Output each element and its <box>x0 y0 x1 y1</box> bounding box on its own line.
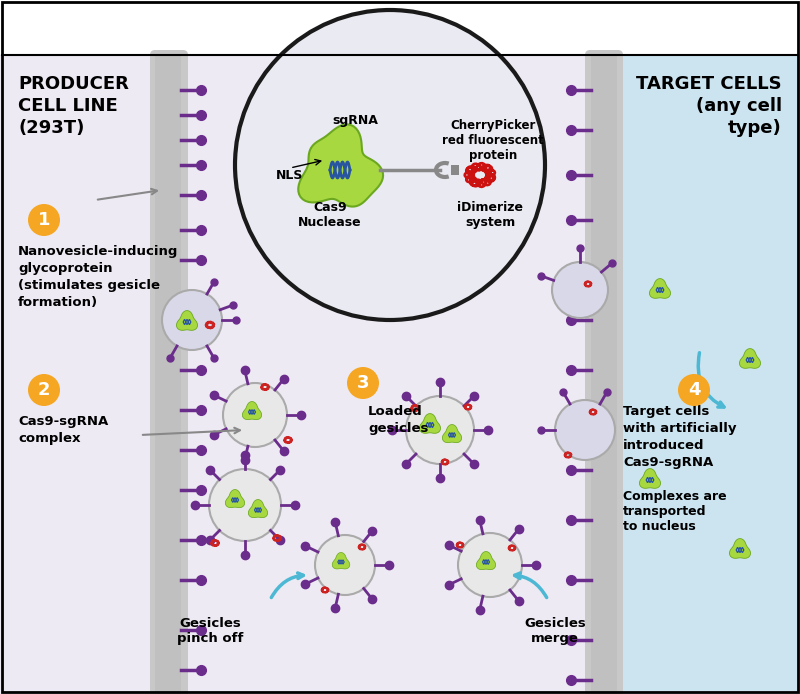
Circle shape <box>162 290 222 350</box>
Polygon shape <box>442 425 462 443</box>
Text: Nanovesicle-inducing
glycoprotein
(stimulates gesicle
formation): Nanovesicle-inducing glycoprotein (stimu… <box>18 245 178 309</box>
Text: 3: 3 <box>357 374 370 392</box>
Text: 1: 1 <box>38 211 50 229</box>
Text: Gesicles
pinch off: Gesicles pinch off <box>177 617 243 645</box>
Polygon shape <box>248 500 268 518</box>
Polygon shape <box>332 552 350 569</box>
Text: Complexes are
transported
to nucleus: Complexes are transported to nucleus <box>623 490 726 533</box>
Bar <box>591 55 617 694</box>
Polygon shape <box>476 552 496 570</box>
Text: CherryPicker
red fluorescent
protein: CherryPicker red fluorescent protein <box>442 119 544 162</box>
Polygon shape <box>0 0 800 55</box>
Text: Gesicles
merge: Gesicles merge <box>524 617 586 645</box>
Text: 2: 2 <box>38 381 50 399</box>
Polygon shape <box>226 489 245 507</box>
Text: NLS: NLS <box>276 169 304 182</box>
Circle shape <box>555 400 615 460</box>
Text: 4: 4 <box>688 381 700 399</box>
Polygon shape <box>0 55 590 694</box>
Circle shape <box>235 10 545 320</box>
Polygon shape <box>730 539 750 558</box>
Circle shape <box>28 204 60 236</box>
Text: Loaded
gesicles: Loaded gesicles <box>368 405 428 435</box>
Bar <box>451 165 459 175</box>
FancyBboxPatch shape <box>150 50 188 694</box>
Polygon shape <box>242 402 262 420</box>
Circle shape <box>678 374 710 406</box>
Text: iDimerize
system: iDimerize system <box>457 201 523 229</box>
FancyBboxPatch shape <box>585 50 623 694</box>
Polygon shape <box>590 55 800 694</box>
Circle shape <box>458 533 522 597</box>
Circle shape <box>315 535 375 595</box>
Text: Cas9
Nuclease: Cas9 Nuclease <box>298 201 362 229</box>
Polygon shape <box>419 414 441 433</box>
Text: sgRNA: sgRNA <box>332 114 378 126</box>
Text: TARGET CELLS
(any cell
type): TARGET CELLS (any cell type) <box>636 75 782 137</box>
Polygon shape <box>177 311 198 330</box>
Polygon shape <box>639 468 661 489</box>
Circle shape <box>223 383 287 447</box>
Bar <box>155 55 181 694</box>
Circle shape <box>28 374 60 406</box>
Text: Target cells
with artificially
introduced
Cas9-sgRNA: Target cells with artificially introduce… <box>623 405 737 469</box>
Text: PRODUCER
CELL LINE
(293T): PRODUCER CELL LINE (293T) <box>18 75 129 137</box>
Circle shape <box>347 367 379 399</box>
Polygon shape <box>650 278 670 298</box>
Text: Cas9-sgRNA
complex: Cas9-sgRNA complex <box>18 415 108 445</box>
Circle shape <box>209 469 281 541</box>
Circle shape <box>406 396 474 464</box>
Polygon shape <box>739 348 761 369</box>
Circle shape <box>552 262 608 318</box>
Polygon shape <box>298 124 383 207</box>
